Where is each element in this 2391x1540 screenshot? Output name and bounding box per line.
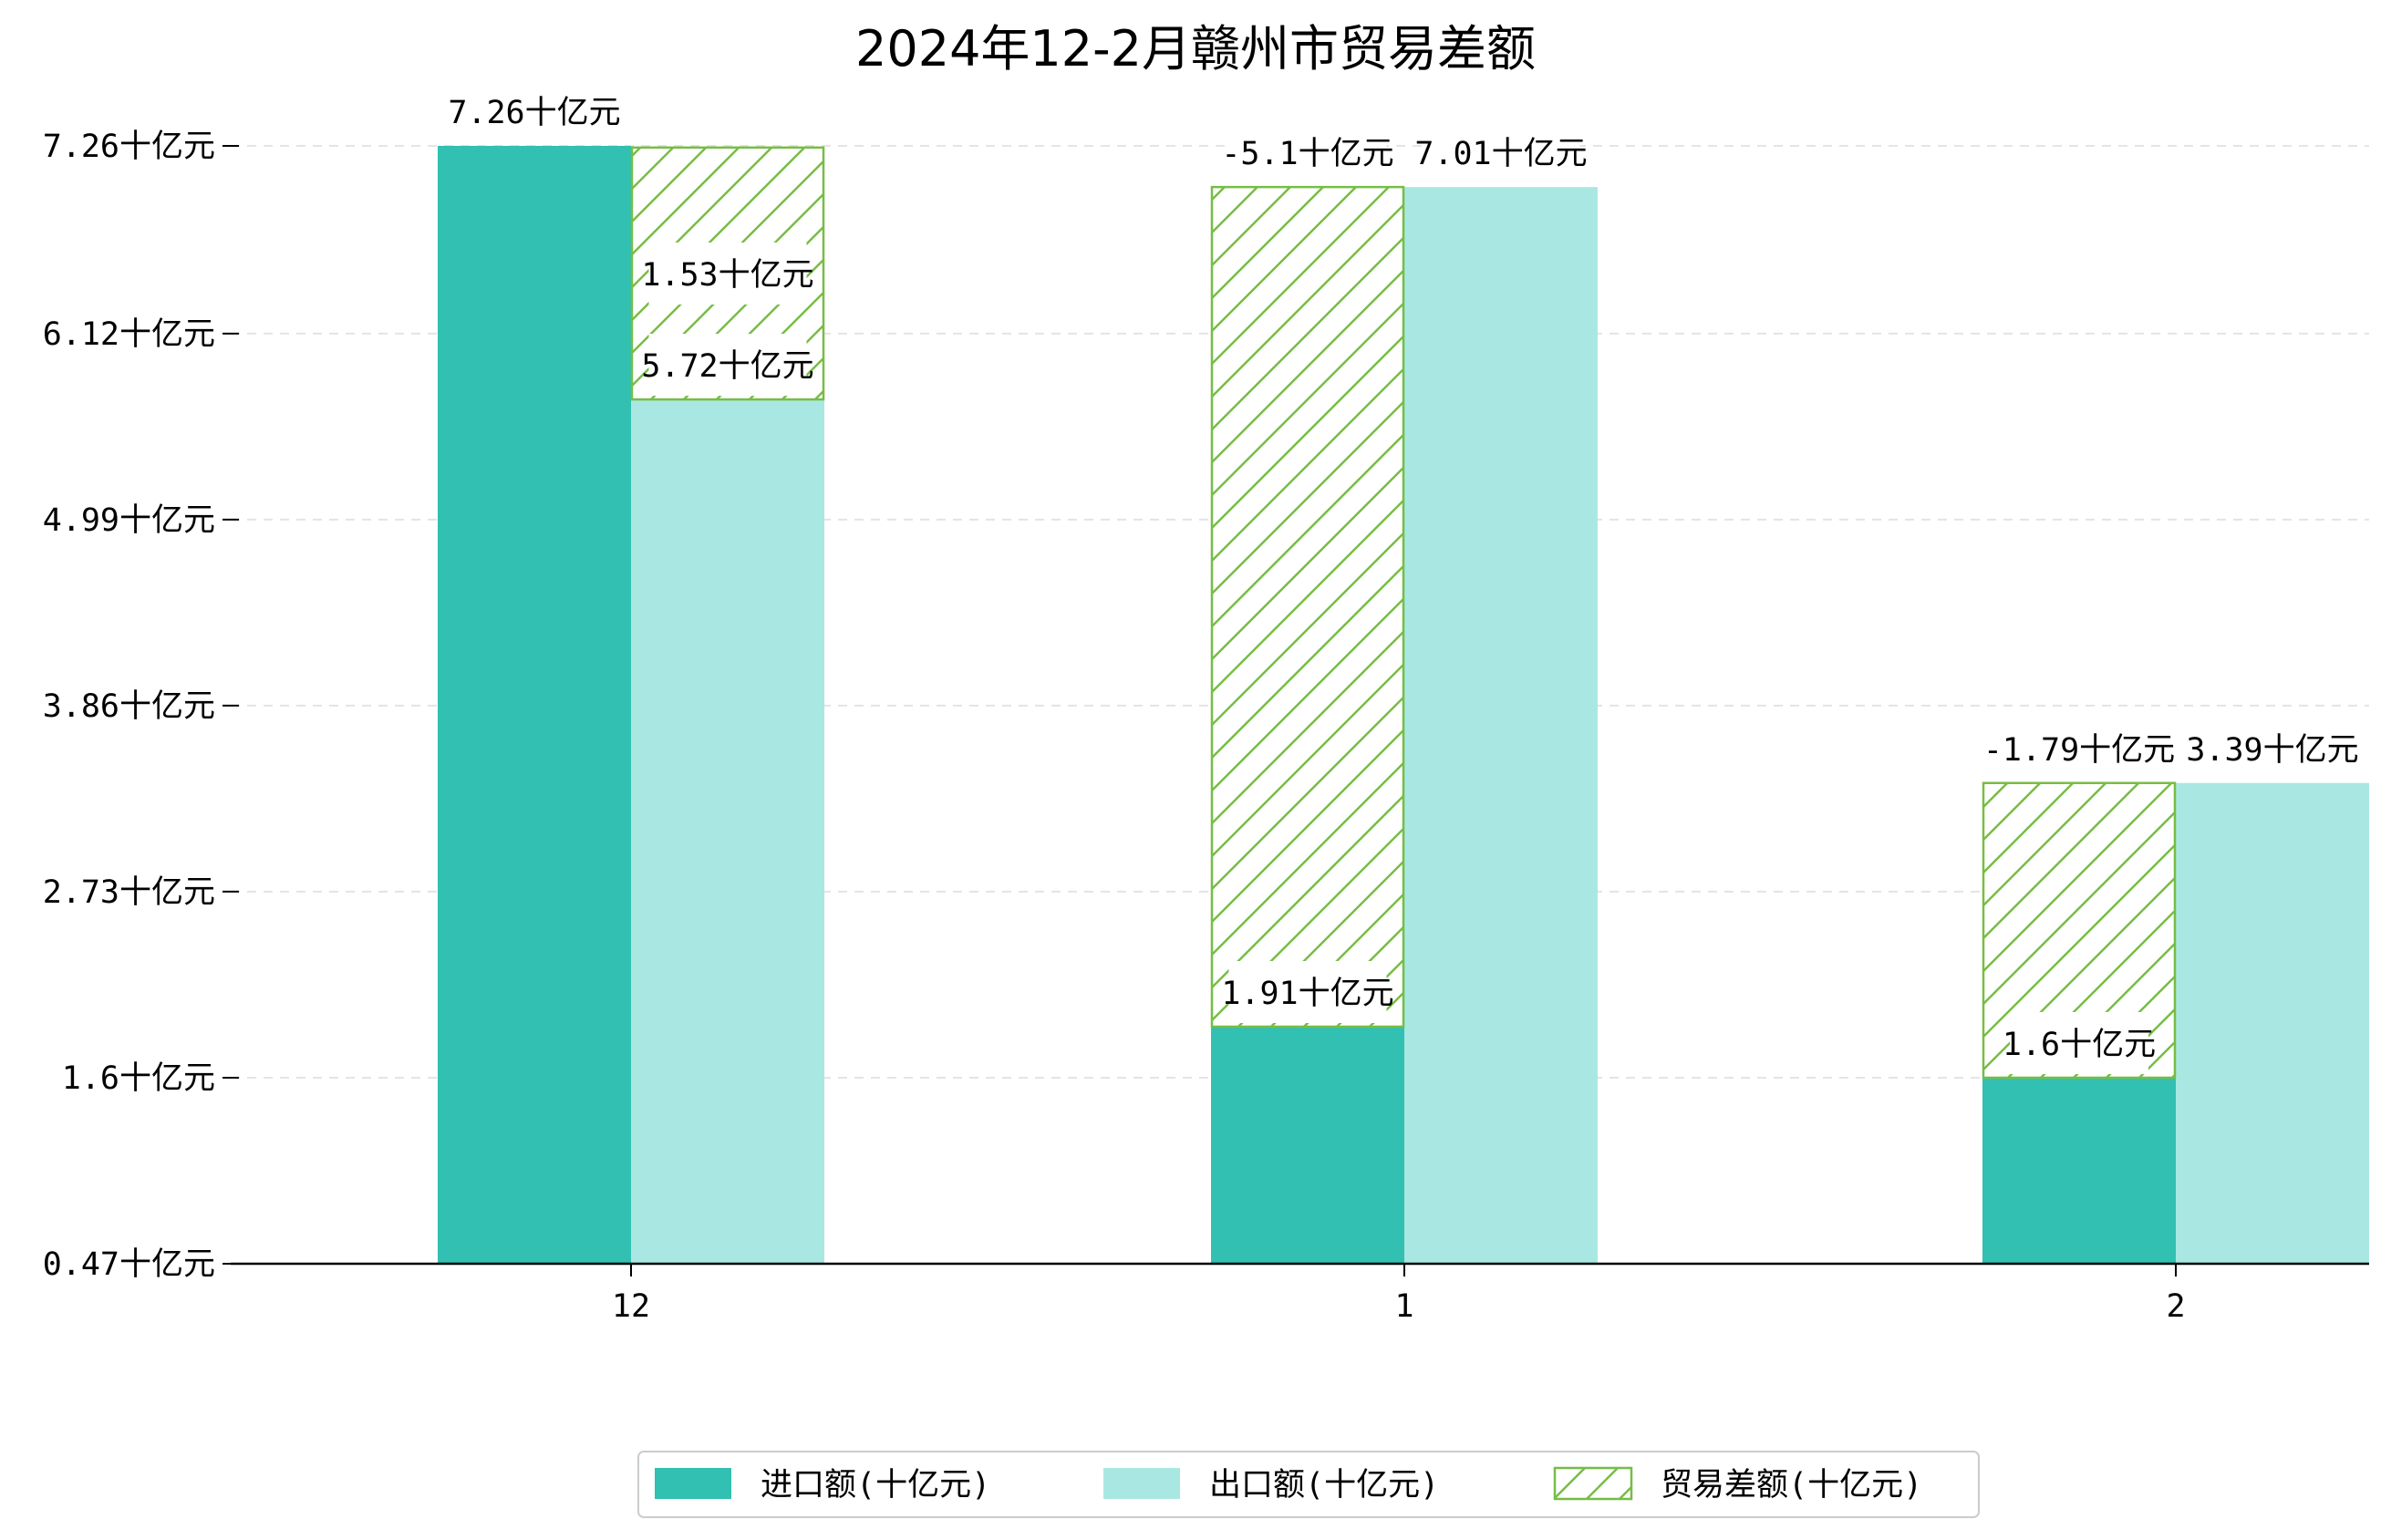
legend-swatch [1103, 1468, 1180, 1499]
data-label-bg [2193, 717, 2352, 780]
x-tick-label: 2 [2166, 1288, 2185, 1325]
data-label-bg [2010, 1011, 2148, 1074]
data-label: 7.26十亿元 [448, 95, 620, 131]
legend-box [637, 1451, 1980, 1518]
y-tick-label: 1.6十亿元 [62, 1060, 215, 1097]
y-tick-label: 3.86十亿元 [43, 688, 215, 725]
y-tick-label: 2.73十亿元 [43, 874, 215, 911]
y-tick-label: 6.12十亿元 [43, 316, 215, 353]
data-label: 1.91十亿元 [1221, 976, 1393, 1012]
legend-label: 进口额(十亿元) [761, 1467, 990, 1504]
axes: 0.47十亿元 1.6十亿元 2.73十亿元 3.86十亿元 4.99十亿元 6.12十亿… [43, 129, 2369, 1325]
bar-import-12 [438, 146, 631, 1264]
data-label: 3.39十亿元 [2186, 732, 2358, 769]
data-label: -1.79十亿元 [1983, 732, 2175, 769]
legend-swatch [655, 1468, 731, 1499]
y-tick-label: 0.47十亿元 [43, 1246, 215, 1283]
data-label-bg [1422, 121, 1580, 184]
data-label: 1.53十亿元 [641, 257, 813, 294]
x-tick-label: 1 [1394, 1288, 1413, 1325]
bar-export-1 [1404, 187, 1598, 1265]
bars [438, 146, 2369, 1265]
bar-balance-1 [1210, 185, 1405, 1028]
bar-export-2 [2176, 782, 2369, 1264]
bar-export-12 [631, 399, 824, 1264]
data-label-bg [1228, 121, 1387, 184]
bar-import-2 [1982, 1077, 2176, 1264]
legend-label: 贸易差额(十亿元) [1661, 1467, 1922, 1504]
data-label-bg [1228, 960, 1387, 1023]
legend-swatch [1553, 1466, 1633, 1501]
data-labels: 7.26十亿元 5.72十亿元 1.53十亿元 1.91十亿元 7.01十亿元 -5.1十… [448, 80, 2359, 1074]
y-tick-label: 7.26十亿元 [43, 129, 215, 165]
data-label: -5.1十亿元 [1221, 136, 1393, 172]
legend-label: 出口额(十亿元) [1209, 1467, 1439, 1504]
data-label: 7.01十亿元 [1414, 136, 1587, 172]
legend: 进口额(十亿元) 出口额(十亿元) 贸易差额(十亿元) [637, 1451, 1980, 1518]
data-label-bg [455, 80, 614, 142]
y-tick-label: 4.99十亿元 [43, 502, 215, 539]
data-label: 1.6十亿元 [2003, 1027, 2156, 1063]
data-label-bg [648, 334, 807, 397]
x-tick-label: 12 [612, 1288, 650, 1325]
data-label: 5.72十亿元 [641, 348, 813, 385]
chart-title: 2024年12-2月赣州市贸易差额 [855, 20, 1536, 78]
data-label-bg [1991, 717, 2168, 780]
data-label-bg [648, 242, 807, 305]
bar-import-1 [1211, 1026, 1404, 1264]
